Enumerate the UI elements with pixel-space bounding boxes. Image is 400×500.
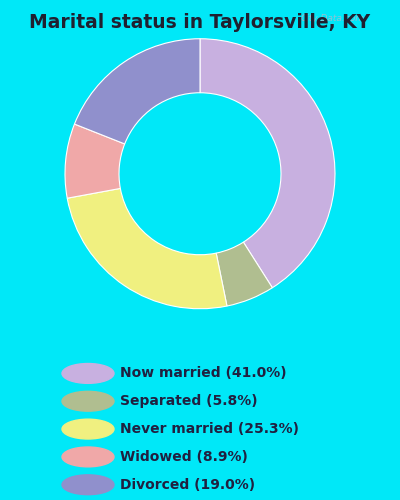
Circle shape <box>62 419 114 439</box>
Wedge shape <box>65 124 125 198</box>
Text: Now married (41.0%): Now married (41.0%) <box>120 366 287 380</box>
Circle shape <box>62 475 114 494</box>
Text: Widowed (8.9%): Widowed (8.9%) <box>120 450 248 464</box>
Wedge shape <box>67 188 227 308</box>
Text: Divorced (19.0%): Divorced (19.0%) <box>120 478 255 492</box>
Circle shape <box>62 392 114 411</box>
Wedge shape <box>216 242 272 306</box>
Circle shape <box>62 447 114 467</box>
Wedge shape <box>200 39 335 288</box>
Text: Separated (5.8%): Separated (5.8%) <box>120 394 258 408</box>
Wedge shape <box>74 39 200 144</box>
Text: City-Data.com: City-Data.com <box>301 14 365 24</box>
Text: Marital status in Taylorsville, KY: Marital status in Taylorsville, KY <box>30 12 370 32</box>
Circle shape <box>62 364 114 384</box>
Text: Never married (25.3%): Never married (25.3%) <box>120 422 299 436</box>
